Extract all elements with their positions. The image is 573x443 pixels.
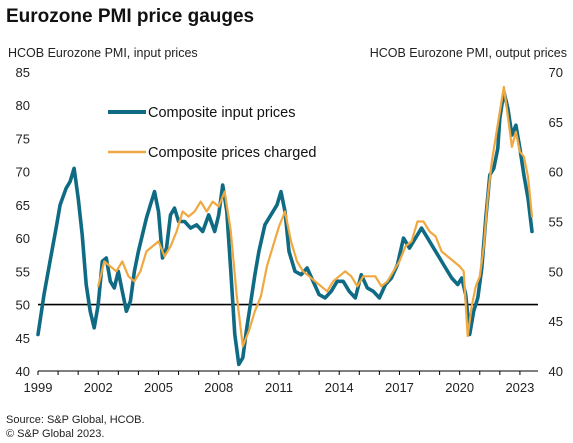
right-tick-label: 45 bbox=[549, 314, 563, 329]
left-tick-label: 75 bbox=[16, 131, 30, 146]
right-tick-label: 50 bbox=[549, 264, 563, 279]
left-tick-label: 85 bbox=[16, 65, 30, 80]
right-axis-ticks: 40 45 50 55 60 65 70 bbox=[549, 65, 563, 379]
left-axis-ticks: 40 45 50 55 60 65 70 75 80 85 bbox=[16, 65, 30, 379]
x-tick-label: 2011 bbox=[265, 380, 293, 395]
left-tick-label: 45 bbox=[16, 331, 30, 346]
left-tick-label: 55 bbox=[16, 264, 30, 279]
x-tick-label: 2023 bbox=[505, 380, 534, 395]
legend-label-input: Composite input prices bbox=[148, 105, 296, 121]
left-tick-label: 70 bbox=[16, 165, 30, 180]
legend-label-output: Composite prices charged bbox=[148, 145, 316, 161]
series-line-prices-charged bbox=[97, 85, 534, 348]
right-tick-label: 70 bbox=[549, 65, 563, 80]
right-tick-label: 55 bbox=[549, 215, 563, 230]
left-tick-label: 50 bbox=[16, 298, 30, 313]
x-tick-label: 2020 bbox=[445, 380, 474, 395]
series-line-input-prices bbox=[36, 90, 534, 367]
legend: Composite input prices Composite prices … bbox=[108, 105, 316, 161]
left-tick-label: 65 bbox=[16, 198, 30, 213]
x-tick-label: 1999 bbox=[24, 380, 53, 395]
x-tick-label: 2002 bbox=[84, 380, 113, 395]
right-tick-label: 65 bbox=[549, 115, 563, 130]
x-tick-label: 2008 bbox=[204, 380, 233, 395]
series-layer bbox=[36, 85, 534, 367]
right-tick-label: 60 bbox=[549, 165, 563, 180]
right-axis-label: HCOB Eurozone PMI, output prices bbox=[370, 46, 567, 60]
copyright-note: © S&P Global 2023. bbox=[6, 428, 104, 440]
left-tick-label: 60 bbox=[16, 231, 30, 246]
left-tick-label: 80 bbox=[16, 98, 30, 113]
x-tick-label: 2014 bbox=[325, 380, 354, 395]
right-tick-label: 40 bbox=[549, 364, 563, 379]
x-tick-label: 2005 bbox=[144, 380, 173, 395]
source-note: Source: S&P Global, HCOB. bbox=[6, 414, 145, 426]
x-tick-label: 2017 bbox=[385, 380, 414, 395]
chart-title: Eurozone PMI price gauges bbox=[6, 6, 254, 27]
left-tick-label: 40 bbox=[16, 364, 30, 379]
x-axis-ticks: 1999 2002 2005 2008 2011 2014 2017 2020 2023 bbox=[24, 371, 534, 395]
left-axis-label: HCOB Eurozone PMI, input prices bbox=[8, 46, 198, 60]
